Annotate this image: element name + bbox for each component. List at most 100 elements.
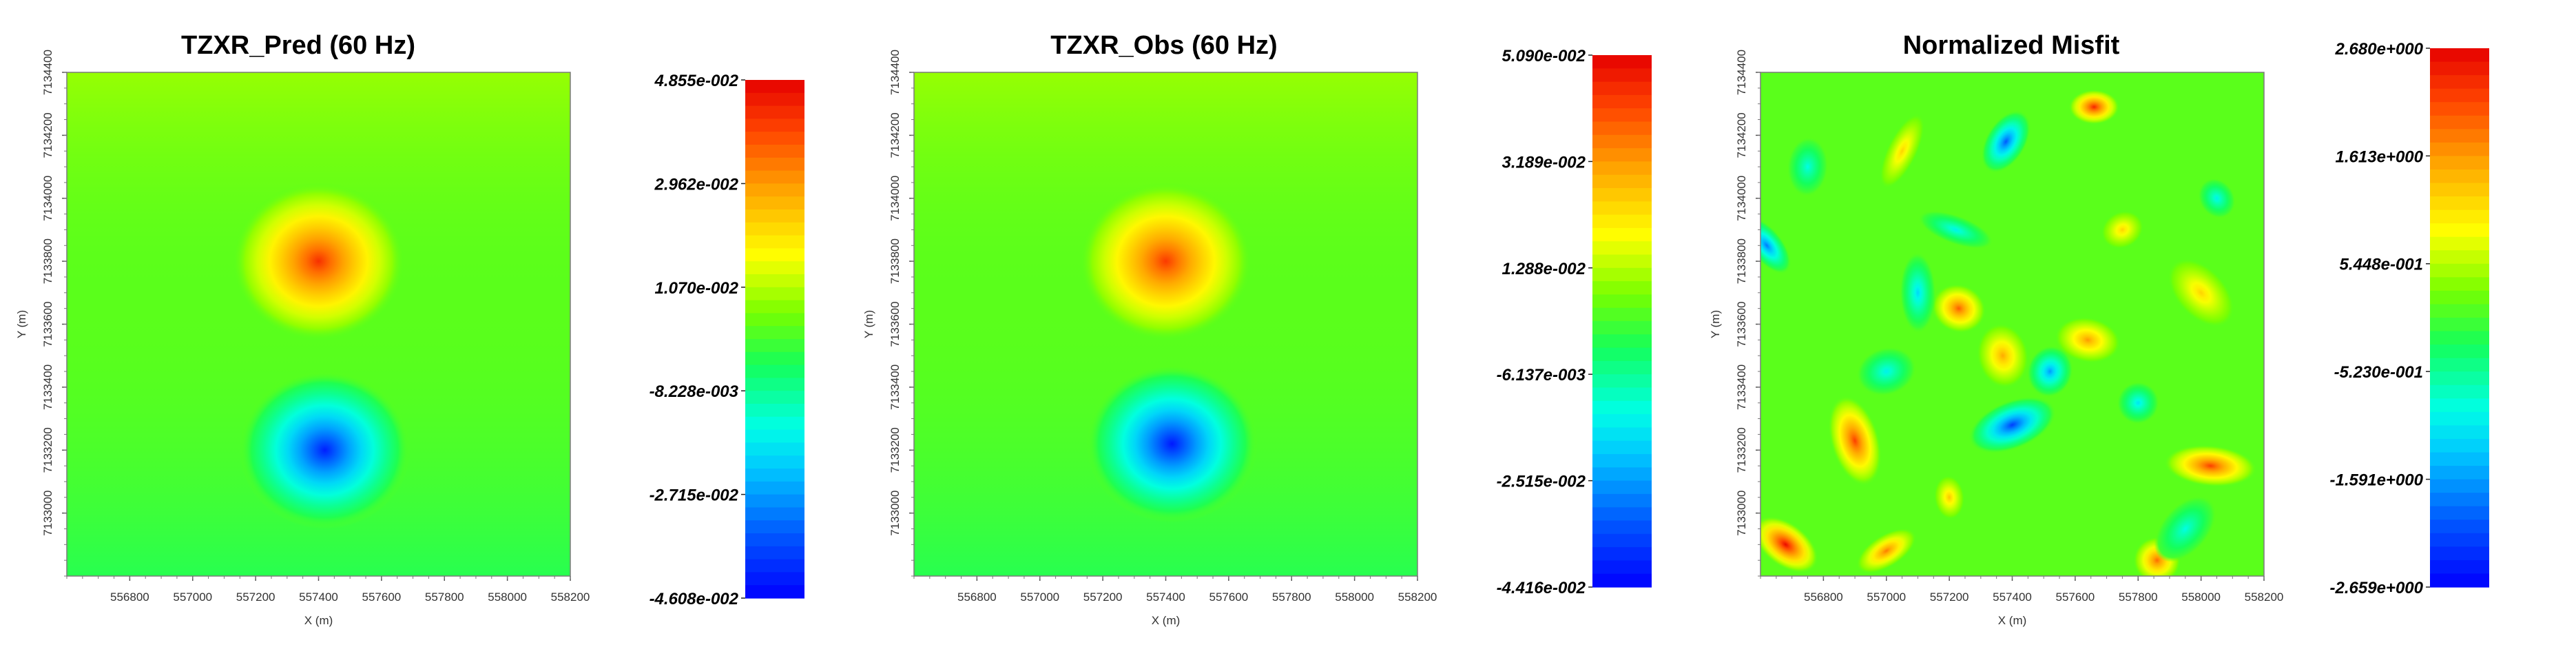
colorbar-tick-label: -8.228e-003 (650, 382, 739, 401)
y-tick-label: 7134400 (889, 50, 902, 95)
colorbar-tick-label: 1.288e-002 (1502, 260, 1586, 278)
colorbar-band (745, 80, 804, 94)
heatmap-minimum-blob (1856, 347, 1917, 396)
colorbar-band (745, 300, 804, 314)
y-tick-label: 7134200 (889, 112, 902, 158)
heatmap-maximum-blob (1880, 114, 1925, 189)
colorbar-band (745, 196, 804, 210)
colorbar-band (2430, 358, 2489, 372)
colorbar-band (2430, 102, 2489, 116)
colorbar-band (1592, 214, 1652, 229)
heatmap-minimum-blob (1981, 110, 2031, 174)
colorbar-band (1592, 547, 1652, 561)
y-axis-label: Y (m) (862, 310, 875, 338)
y-tick-label: 7133600 (1735, 301, 1748, 347)
colorbar-band (1592, 94, 1652, 109)
chart-title: Normalized Misfit (1903, 31, 2120, 60)
y-tick-label: 7134200 (41, 112, 54, 158)
chart-panel-2: TZXR_Obs (60 Hz) 556800 557000 557200 557400… (862, 31, 1652, 627)
heatmap-minimum-blob (1968, 396, 2057, 454)
colorbar-tick-label: -4.416e-002 (1497, 579, 1586, 597)
colorbar-band (745, 455, 804, 469)
colorbar-band (1592, 227, 1652, 242)
heatmap-maximum-blob (233, 182, 404, 340)
colorbar-band (1592, 414, 1652, 428)
colorbar-band (745, 119, 804, 132)
colorbar: 5.090e-002 3.189e-002 1.288e-002 -6.137e-00… (1497, 47, 1652, 597)
y-tick-label: 7133200 (41, 427, 54, 473)
colorbar-band (1592, 134, 1652, 149)
heatmap-maximum-blob (2101, 210, 2143, 249)
colorbar-band (2430, 318, 2489, 332)
colorbar-band (2430, 398, 2489, 413)
heatmap-maximum-blob (1856, 528, 1917, 574)
y-tick-label: 7133400 (41, 365, 54, 410)
colorbar-band (745, 559, 804, 573)
colorbar-band (2430, 277, 2489, 291)
colorbar-band (745, 287, 804, 301)
colorbar-band (2430, 345, 2489, 359)
colorbar-band (2430, 223, 2489, 238)
y-axis-label: Y (m) (15, 310, 28, 338)
colorbar-band (2430, 533, 2489, 547)
colorbar-band (745, 507, 804, 521)
x-tick-label: 556800 (957, 591, 997, 604)
colorbar-band (1592, 307, 1652, 322)
colorbar-band (1592, 533, 1652, 548)
chart-title: TZXR_Obs (60 Hz) (1050, 31, 1277, 60)
colorbar-tick-label: -2.515e-002 (1497, 473, 1586, 491)
y-tick-label: 7133400 (1735, 365, 1748, 410)
colorbar-band (745, 145, 804, 158)
heatmap-minimum-blob (1900, 252, 1936, 334)
heatmap-maximum-blob (2164, 444, 2257, 487)
y-tick-label: 7134000 (1735, 176, 1748, 221)
chart-title: TZXR_Pred (60 Hz) (181, 31, 415, 60)
colorbar-band (2430, 438, 2489, 453)
colorbar-band (2430, 115, 2489, 130)
colorbar-band (745, 429, 804, 443)
colorbar-band (1592, 68, 1652, 83)
colorbar-band (1592, 321, 1652, 335)
y-tick-label: 7134000 (889, 176, 902, 221)
x-tick-label: 558200 (551, 591, 590, 604)
x-tick-label: 558000 (2181, 591, 2221, 604)
colorbar-tick-label: 4.855e-002 (654, 72, 739, 90)
colorbar-band (745, 481, 804, 495)
colorbar-band (1592, 254, 1652, 269)
colorbar-band (1592, 467, 1652, 482)
heatmap-minimum-blob (2026, 345, 2073, 398)
colorbar-band (1592, 281, 1652, 295)
colorbar-band (745, 442, 804, 456)
x-axis-label: X (m) (1152, 614, 1181, 627)
colorbar-band (1592, 507, 1652, 522)
colorbar-band (745, 157, 804, 172)
x-tick-label: 556800 (1804, 591, 1843, 604)
colorbar-band (2430, 236, 2489, 251)
colorbar-band (745, 235, 804, 249)
heatmap-maximum-blob (1760, 516, 1818, 573)
x-tick-label: 557200 (236, 591, 276, 604)
colorbar-band (745, 546, 804, 560)
colorbar-band (2430, 371, 2489, 386)
x-tick-label: 557800 (425, 591, 464, 604)
x-tick-label: 557000 (1867, 591, 1906, 604)
colorbar-band (745, 378, 804, 391)
y-tick-label: 7133800 (1735, 238, 1748, 284)
colorbar-band (1592, 201, 1652, 216)
colorbar-band (745, 92, 804, 107)
colorbar-tick-label: -2.715e-002 (650, 486, 739, 505)
colorbar-band (2430, 560, 2489, 575)
x-tick-label: 556800 (110, 591, 149, 604)
colorbar-band (1592, 55, 1652, 69)
colorbar-band (2430, 250, 2489, 265)
colorbar-band (2430, 506, 2489, 520)
colorbar-band (2430, 196, 2489, 211)
x-tick-label: 558000 (1335, 591, 1374, 604)
colorbar-tick-label: 5.090e-002 (1502, 47, 1586, 65)
y-tick-label: 7134400 (1735, 50, 1748, 95)
colorbar-band (2430, 88, 2489, 103)
colorbar-band (745, 520, 804, 534)
colorbar-band (1592, 374, 1652, 389)
colorbar-band (2430, 452, 2489, 466)
colorbar-band (745, 222, 804, 236)
